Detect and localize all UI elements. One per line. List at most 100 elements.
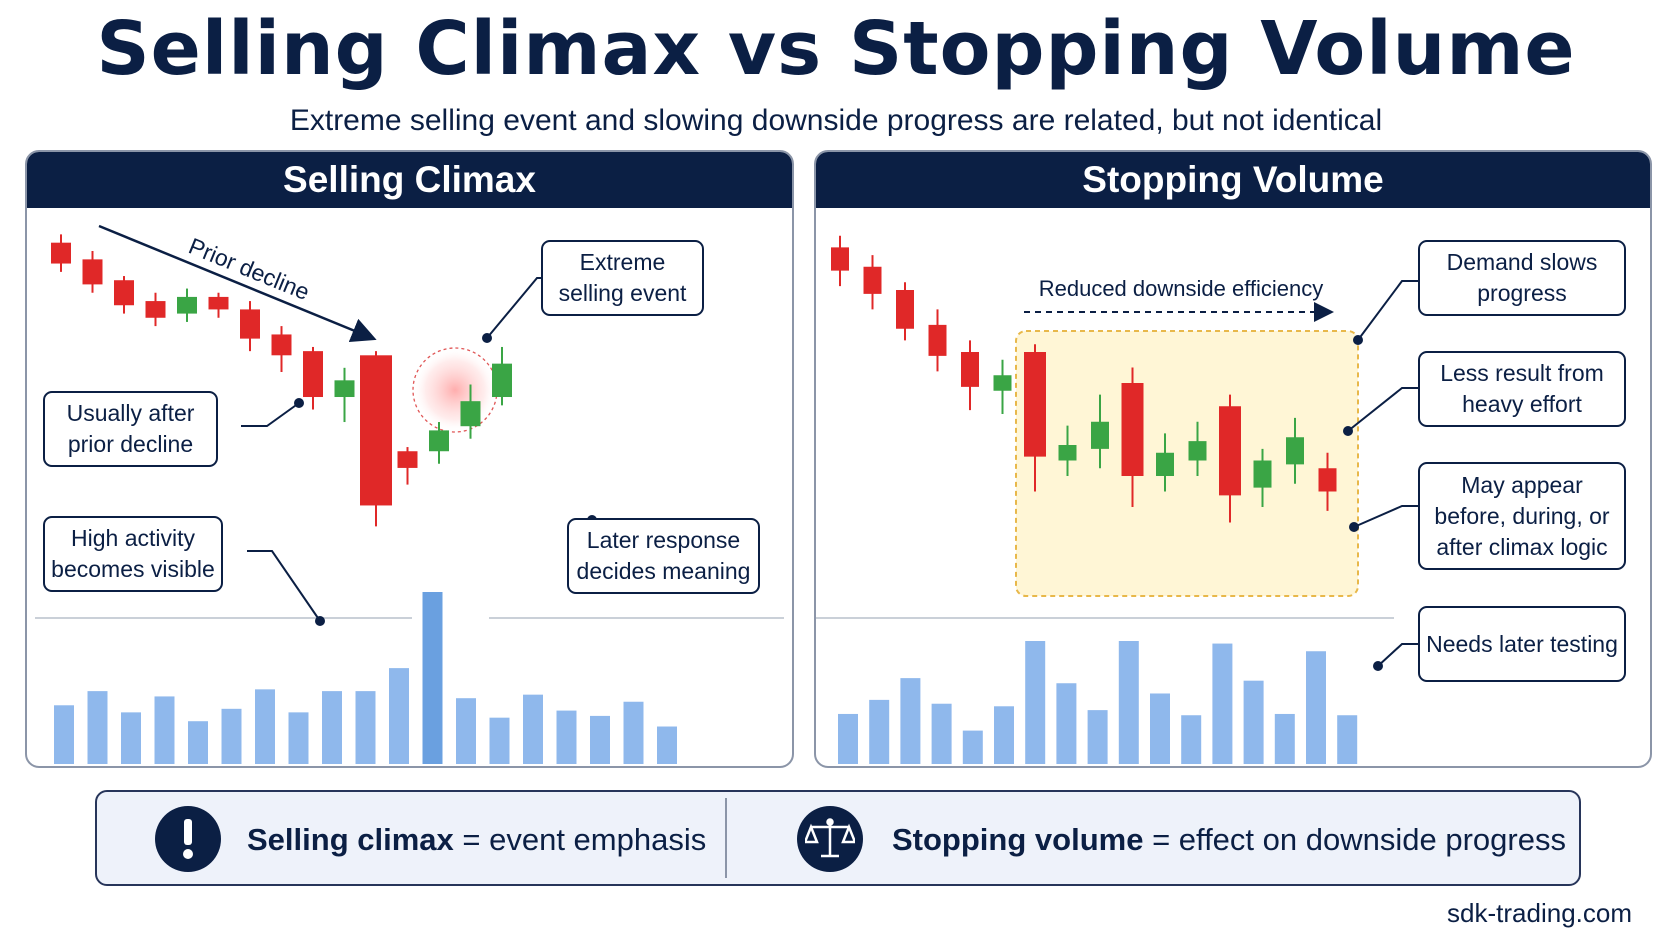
bullish-candle xyxy=(334,367,355,423)
selling-climax-chart: Prior decline xyxy=(35,224,784,764)
bearish-candle xyxy=(145,292,166,327)
stopping-volume-definition: = effect on downside progress xyxy=(1152,822,1566,857)
bearish-candle xyxy=(896,282,914,341)
bearish-candle xyxy=(240,301,260,352)
candle-body xyxy=(360,355,392,506)
candle-body xyxy=(114,280,134,306)
volume-bar xyxy=(869,699,890,764)
bearish-candle xyxy=(831,235,849,287)
footer-divider xyxy=(725,798,727,878)
page-title: Selling Climax vs Stopping Volume xyxy=(96,6,1576,92)
bullish-candle xyxy=(993,359,1012,414)
callout-demand-slows: Demand slows progress xyxy=(1418,240,1626,316)
candle-body xyxy=(1121,383,1144,476)
candle-body xyxy=(1188,441,1207,461)
volume-bar xyxy=(523,694,543,764)
volume-bar xyxy=(1181,715,1202,764)
stopping-volume-summary: Stopping volume = effect on downside pro… xyxy=(892,820,1566,860)
candle-body xyxy=(334,380,355,398)
volume-bar xyxy=(1150,693,1170,764)
candle-body xyxy=(961,352,979,387)
stopping-volume-header: Stopping Volume xyxy=(816,152,1650,208)
page-subtitle: Extreme selling event and slowing downsi… xyxy=(289,104,1383,137)
volume-bar xyxy=(255,689,275,764)
selling-climax-panel: Selling Climax Prior decline xyxy=(25,150,794,768)
callout-later-response: Later response decides meaning xyxy=(567,518,760,594)
selling-climax-term: Selling climax xyxy=(247,822,454,857)
volume-bar xyxy=(900,678,921,764)
candle-body xyxy=(896,290,914,329)
volume-bar xyxy=(1212,643,1233,764)
candle-body xyxy=(1253,460,1272,488)
callout-high-activity: High activity becomes visible xyxy=(43,516,223,592)
prior-decline-arrow xyxy=(98,224,377,342)
candle-body xyxy=(429,430,449,452)
candle-body xyxy=(51,242,71,264)
volume-bar xyxy=(1306,651,1326,764)
callout-dots xyxy=(294,333,597,626)
candle-body xyxy=(1156,452,1174,476)
bearish-candle xyxy=(863,255,882,310)
balance-scale-icon xyxy=(797,806,863,872)
volume-bar xyxy=(188,721,208,764)
volume-bar xyxy=(657,726,677,764)
bearish-candle xyxy=(961,340,979,411)
bearish-candle xyxy=(271,326,292,372)
climax-glow xyxy=(412,347,498,433)
stopping-volume-term: Stopping volume xyxy=(892,822,1144,857)
bearish-candle xyxy=(82,251,103,293)
bullish-candle xyxy=(1091,394,1109,469)
candle-body xyxy=(303,351,323,398)
climax-volume-bar xyxy=(422,592,443,764)
volume-bar xyxy=(489,717,510,764)
candle-body xyxy=(1024,352,1046,457)
bearish-candle xyxy=(208,292,229,318)
volume-bar xyxy=(962,730,983,764)
exclamation-icon xyxy=(155,806,221,872)
stopping-zone-highlight xyxy=(1015,330,1359,597)
selling-climax-summary: Selling climax = event emphasis xyxy=(247,820,706,860)
volume-bar xyxy=(221,708,242,764)
volume-bar xyxy=(154,696,175,764)
volume-bar xyxy=(590,715,610,764)
site-credit: sdk-trading.com xyxy=(1447,898,1632,928)
bearish-candle xyxy=(397,447,418,485)
candle-body xyxy=(208,296,229,310)
volume-bar xyxy=(288,712,309,764)
callout-less-result: Less result from heavy effort xyxy=(1418,351,1626,427)
callout-usually-after: Usually after prior decline xyxy=(43,391,218,467)
candle-body xyxy=(460,401,481,427)
volume-bar xyxy=(1337,715,1358,764)
candle-body xyxy=(863,266,882,294)
bullish-candle xyxy=(1156,433,1174,492)
volume-bar xyxy=(355,691,376,764)
bearish-candle xyxy=(303,346,323,410)
candle-body xyxy=(1091,421,1109,449)
selling-climax-header: Selling Climax xyxy=(27,152,792,208)
bearish-candle xyxy=(114,276,134,314)
volume-bar xyxy=(1025,641,1046,764)
candle-body xyxy=(1058,445,1077,461)
bearish-candle xyxy=(360,351,392,527)
candle-body xyxy=(831,247,849,271)
bullish-candle xyxy=(1286,417,1304,484)
candle-body xyxy=(177,296,197,314)
bearish-candle xyxy=(51,234,71,272)
bullish-candle xyxy=(429,422,449,464)
candle-body xyxy=(271,334,292,356)
bearish-candle xyxy=(1219,394,1241,523)
volume-bar xyxy=(121,712,141,764)
callout-extreme-event: Extreme selling event xyxy=(541,240,704,316)
candle-body xyxy=(145,301,166,318)
volume-bar xyxy=(1087,710,1108,764)
callout-dots xyxy=(1343,335,1383,671)
volume-bar xyxy=(1243,680,1264,764)
candle-body xyxy=(82,259,103,285)
stopping-volume-chart: Reduced downside efficiency xyxy=(816,235,1430,764)
volume-bar xyxy=(1274,713,1295,764)
bearish-candle xyxy=(1318,452,1337,511)
bearish-candle xyxy=(1024,344,1046,492)
bullish-candle xyxy=(460,384,481,439)
candle-body xyxy=(240,309,260,339)
selling-climax-definition: = event emphasis xyxy=(462,822,707,857)
